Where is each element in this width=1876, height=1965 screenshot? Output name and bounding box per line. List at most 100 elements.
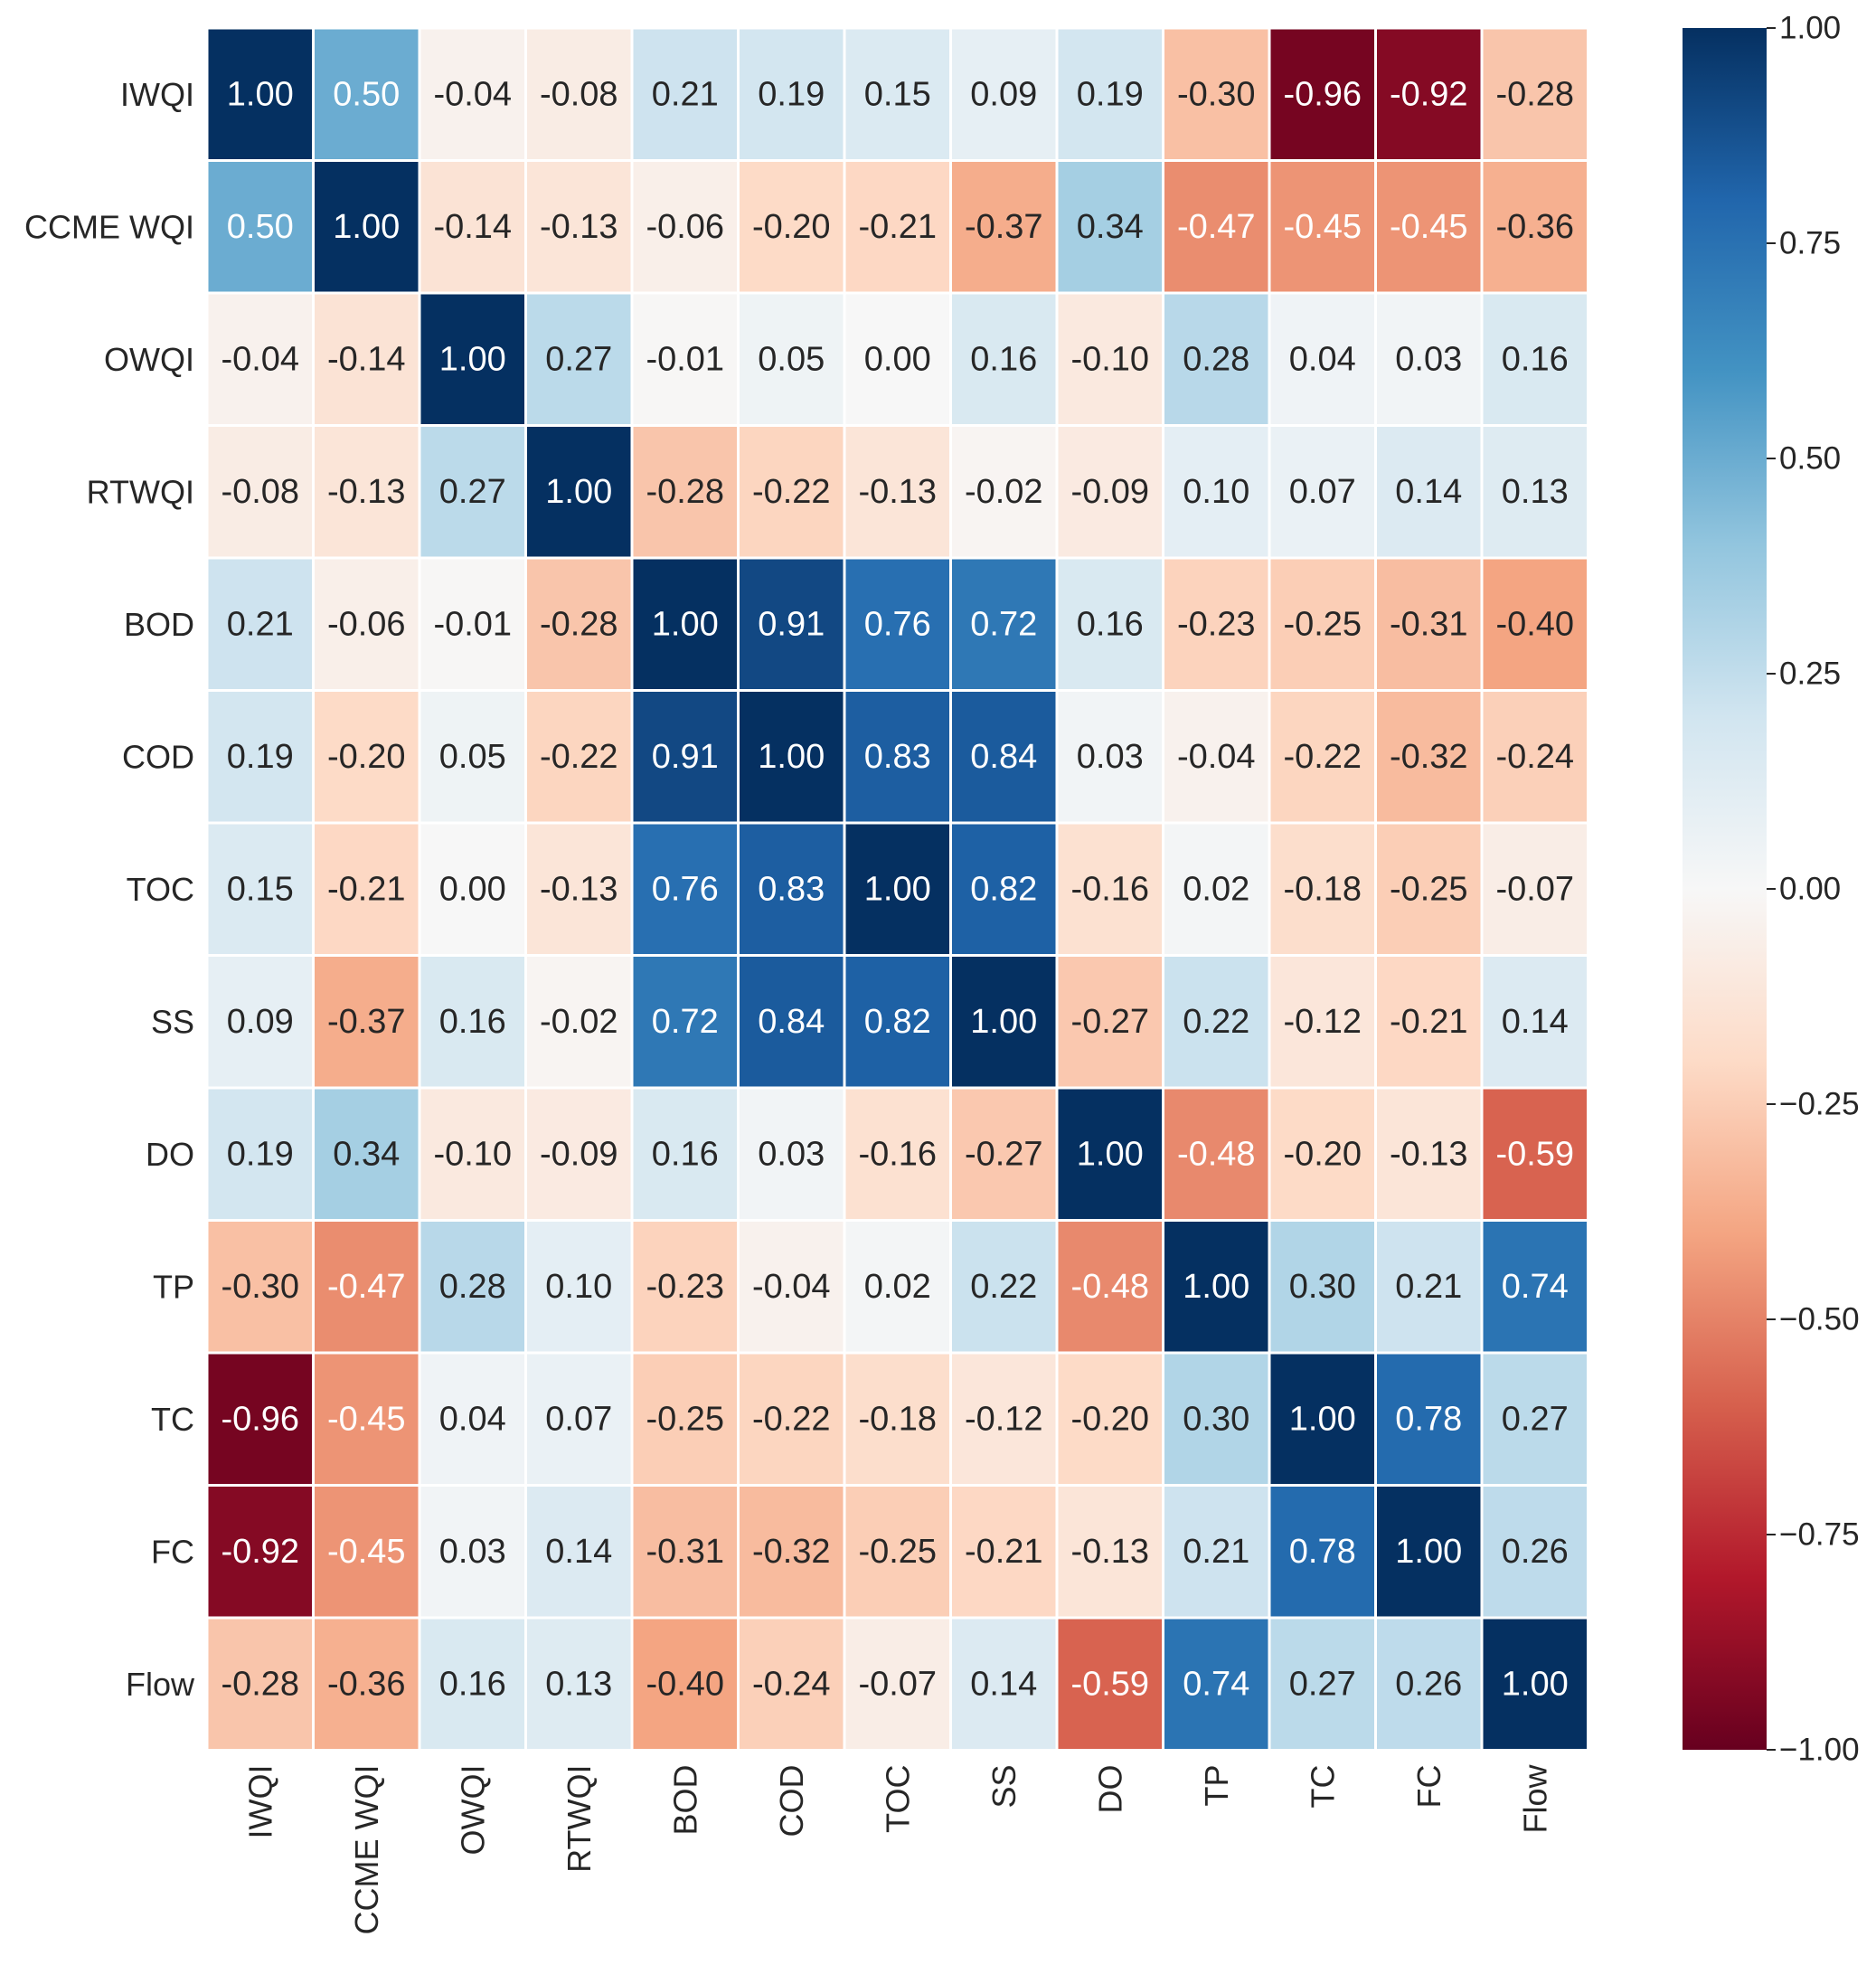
heatmap-cell-tc-do — [1055, 1351, 1164, 1487]
heatmap-cell-do-iwqi — [205, 1086, 315, 1222]
cell-value-label: 0.02 — [864, 1268, 931, 1306]
heatmap-cell-ss-cod — [737, 954, 846, 1090]
cell-value-label: -0.45 — [327, 1533, 406, 1571]
heatmap-cell-do-rtwqi — [524, 1086, 634, 1222]
cell-value-label: 0.82 — [864, 1003, 931, 1041]
heatmap-cell-tc-ccme-wqi — [312, 1351, 421, 1487]
colorbar-ticks: 1.00 0.75 0.50 0.25 0.00 −0.25 −0.50 −0.75 −1.00 — [1767, 11, 1860, 1768]
cell-value-label: 0.14 — [1502, 1003, 1569, 1041]
cell-value-label: 0.16 — [439, 1665, 506, 1703]
heatmap-cell-tp-cod — [737, 1219, 846, 1355]
cell-value-label: -0.45 — [1283, 208, 1362, 246]
heatmap-cell-ss-tc — [1268, 954, 1377, 1090]
heatmap-cell-cod-rtwqi — [524, 689, 634, 825]
heatmap-cell-owqi-tc — [1268, 291, 1377, 427]
heatmap-cell-rtwqi-flow — [1480, 424, 1589, 560]
cell-value-label: -0.09 — [1070, 473, 1149, 511]
heatmap-cell-flow-cod — [737, 1616, 846, 1752]
cell-value-label: -0.30 — [221, 1268, 299, 1306]
cell-value-label: 1.00 — [1502, 1665, 1569, 1703]
heatmap-cell-cod-tc — [1268, 689, 1377, 825]
cell-value-label: -0.24 — [1495, 738, 1574, 776]
cell-value-label: -0.28 — [540, 605, 618, 643]
cell-value-label: -0.32 — [752, 1533, 831, 1571]
cell-value-label: -0.02 — [540, 1003, 618, 1041]
cell-value-label: 0.83 — [864, 738, 931, 776]
cell-value-label: -0.40 — [646, 1665, 724, 1703]
heatmap-cell-tp-iwqi — [205, 1219, 315, 1355]
cell-value-label: -0.20 — [752, 208, 831, 246]
heatmap-cell-iwqi-tp — [1162, 26, 1271, 162]
cell-value-label: -0.13 — [327, 473, 406, 511]
cell-value-label: 0.02 — [1183, 870, 1249, 908]
row-label-toc: TOC — [127, 871, 194, 908]
row-labels: IWQI CCME WQI OWQI RTWQI BOD COD TOC SS DO TP TC FC… — [24, 76, 195, 1703]
heatmap-cell-flow-flow — [1480, 1616, 1589, 1752]
cell-value-label: -0.08 — [540, 75, 618, 113]
cell-value-label: -0.28 — [1495, 75, 1574, 113]
cell-value-label: -0.22 — [752, 473, 831, 511]
heatmap-cell-rtwqi-fc — [1374, 424, 1484, 560]
heatmap-cell-rtwqi-rtwqi — [524, 424, 634, 560]
cell-value-label: 0.16 — [1077, 605, 1144, 643]
heatmap-cell-ss-rtwqi — [524, 954, 634, 1090]
cell-value-label: 0.26 — [1502, 1533, 1569, 1571]
column-label-flow: Flow — [1516, 1764, 1553, 1834]
heatmap-cell-ccme-wqi-rtwqi — [524, 159, 634, 295]
cell-value-label: 1.00 — [333, 208, 400, 246]
colorbar-tick-label: −0.75 — [1779, 1517, 1860, 1553]
cell-value-label: -0.25 — [1283, 605, 1362, 643]
cell-value-label: -0.04 — [433, 75, 512, 113]
cell-value-label: 0.91 — [758, 605, 825, 643]
heatmap-cell-toc-rtwqi — [524, 821, 634, 957]
heatmap-cell-flow-tp — [1162, 1616, 1271, 1752]
heatmap-cell-fc-fc — [1374, 1484, 1484, 1620]
column-label-do: DO — [1091, 1765, 1128, 1814]
cell-value-label: -0.47 — [327, 1268, 406, 1306]
cell-value-label: -0.04 — [1177, 738, 1256, 776]
heatmap-cell-toc-owqi — [418, 821, 527, 957]
heatmap-cell-ccme-wqi-ss — [949, 159, 1059, 295]
cell-value-label: -0.45 — [327, 1400, 406, 1438]
heatmap-cell-ss-toc — [843, 954, 952, 1090]
heatmap-cell-tp-fc — [1374, 1219, 1484, 1355]
heatmap-cell-owqi-tp — [1162, 291, 1271, 427]
cell-value-label: -0.37 — [327, 1003, 406, 1041]
cell-value-label: 0.83 — [758, 870, 825, 908]
cell-value-label: -0.02 — [965, 473, 1043, 511]
cell-value-label: -0.59 — [1495, 1135, 1574, 1173]
cell-value-label: 0.34 — [333, 1135, 400, 1173]
cell-value-label: 0.78 — [1289, 1533, 1356, 1571]
cell-value-label: 1.00 — [545, 473, 612, 511]
cell-value-label: -0.18 — [858, 1400, 937, 1438]
cell-value-label: 0.04 — [439, 1400, 506, 1438]
heatmap-cell-fc-bod — [630, 1484, 740, 1620]
cell-value-label: 0.14 — [545, 1533, 612, 1571]
column-label-bod: BOD — [666, 1765, 703, 1836]
colorbar-tick-label: 0.75 — [1779, 226, 1841, 261]
heatmap-cell-cod-flow — [1480, 689, 1589, 825]
heatmap-cell-ccme-wqi-cod — [737, 159, 846, 295]
cell-value-label: 0.82 — [970, 870, 1037, 908]
cell-value-label: -0.20 — [1283, 1135, 1362, 1173]
cell-value-label: 1.00 — [1077, 1135, 1144, 1173]
heatmap-cell-fc-toc — [843, 1484, 952, 1620]
cell-value-label: 0.10 — [545, 1268, 612, 1306]
heatmap-cell-tp-tp — [1162, 1219, 1271, 1355]
cell-value-label: 0.16 — [652, 1135, 719, 1173]
cell-value-label: 0.15 — [227, 870, 294, 908]
heatmap-cell-toc-do — [1055, 821, 1164, 957]
heatmap-cell-ss-bod — [630, 954, 740, 1090]
row-label-ss: SS — [151, 1003, 194, 1040]
heatmap-cell-rtwqi-ss — [949, 424, 1059, 560]
cell-value-label: -0.21 — [1390, 1003, 1468, 1041]
cell-value-label: 0.27 — [545, 340, 612, 378]
heatmap-cell-toc-toc — [843, 821, 952, 957]
heatmap-cell-owqi-owqi — [418, 291, 527, 427]
cell-value-label: -0.20 — [327, 738, 406, 776]
cell-value-label: -0.36 — [327, 1665, 406, 1703]
heatmap-cell-cod-bod — [630, 689, 740, 825]
cell-value-label: -0.13 — [540, 870, 618, 908]
cell-value-label: -0.07 — [858, 1665, 937, 1703]
heatmap-cell-bod-toc — [843, 556, 952, 692]
